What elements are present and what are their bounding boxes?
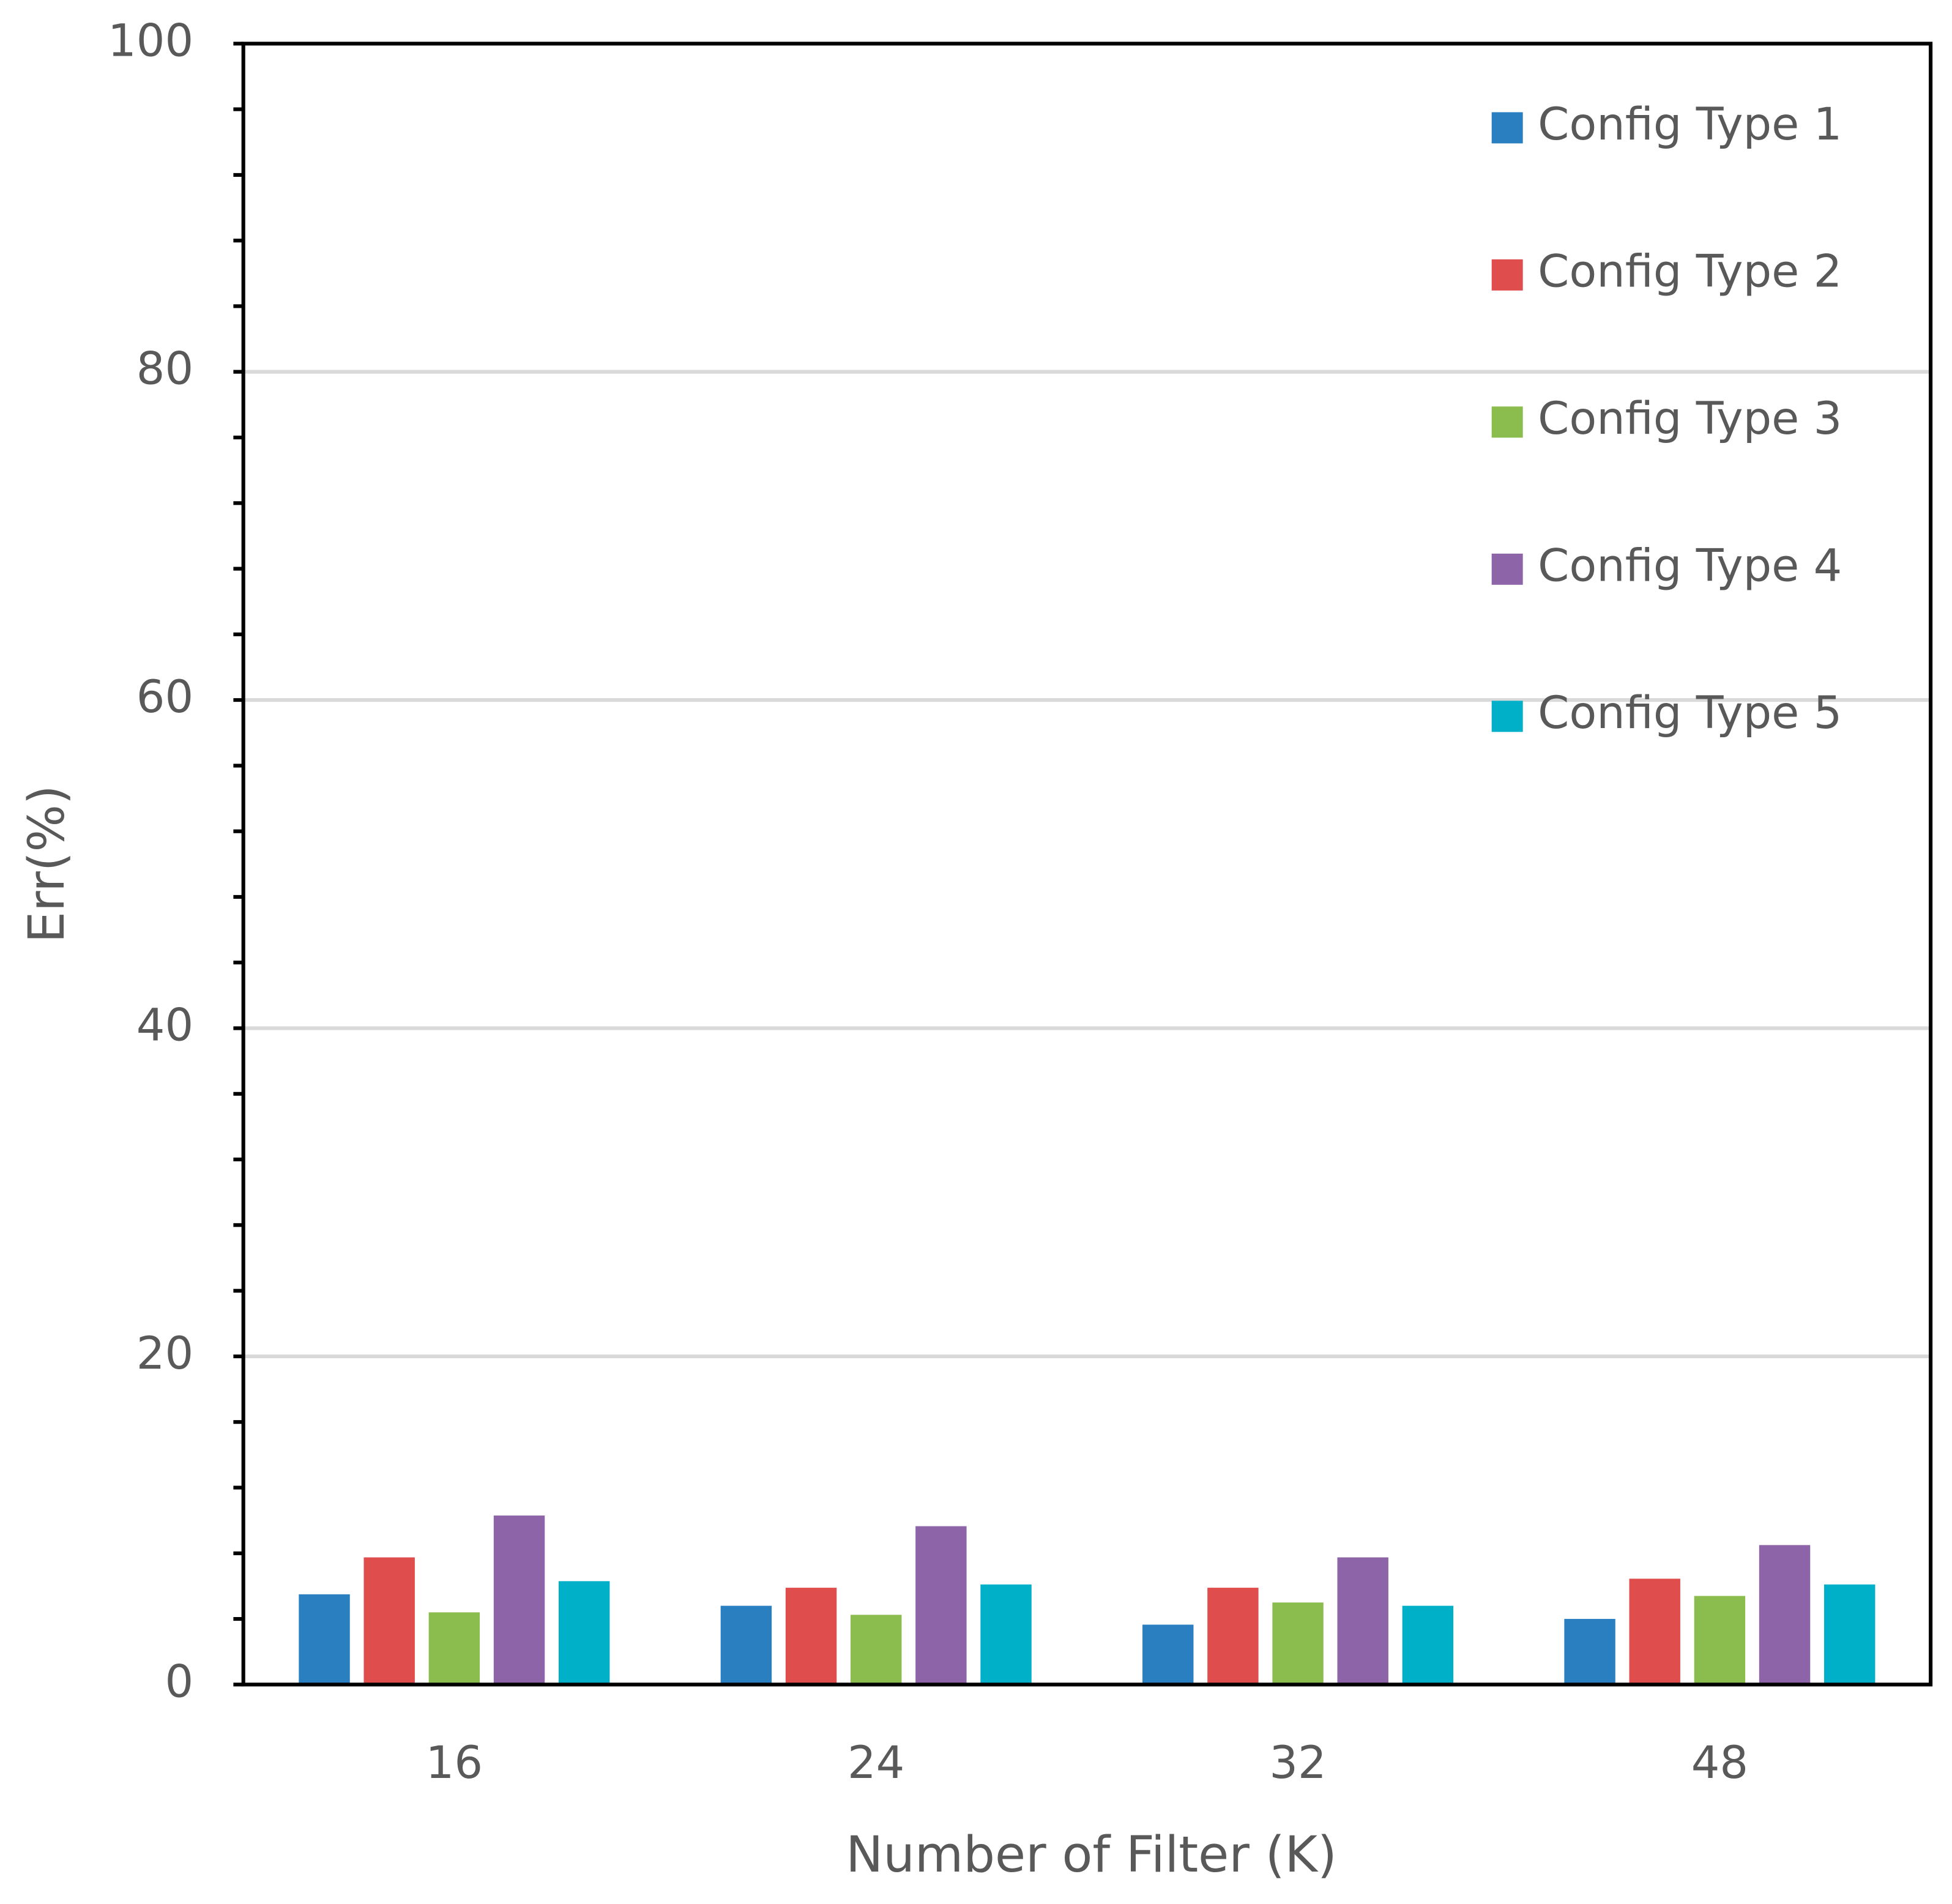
bar [428,1612,480,1685]
bar [851,1615,902,1685]
legend-swatch [1491,259,1523,291]
x-tick-label: 24 [847,1737,904,1789]
bar [1272,1602,1324,1685]
bar [1629,1579,1680,1685]
bar [1207,1588,1259,1685]
legend-label: Config Type 2 [1538,245,1842,297]
legend-label: Config Type 4 [1538,540,1842,592]
x-tick-label: 48 [1691,1737,1748,1789]
y-axis-title: Err(%) [18,785,76,943]
bar [363,1557,415,1685]
bar [785,1588,837,1685]
y-tick-label: 100 [108,15,193,67]
bar [1759,1545,1811,1685]
bar [1337,1557,1388,1685]
bar [493,1515,545,1685]
legend-swatch [1491,553,1523,585]
bar [1142,1624,1194,1685]
bar [1694,1596,1746,1685]
bar [1564,1619,1615,1685]
bar [915,1526,967,1685]
bar [720,1605,772,1685]
legend-label: Config Type 3 [1538,393,1842,445]
y-tick-label: 20 [136,1328,193,1380]
bar [980,1584,1032,1685]
bar [1824,1584,1876,1685]
x-axis-title: Number of Filter (K) [846,1826,1337,1884]
x-tick-label: 16 [426,1737,483,1789]
bar [299,1594,350,1685]
legend-swatch [1491,701,1523,732]
y-tick-label: 40 [136,1000,193,1052]
x-tick-label: 32 [1269,1737,1326,1789]
legend-swatch [1491,112,1523,144]
legend-swatch [1491,406,1523,438]
y-tick-label: 0 [165,1656,193,1708]
legend-label: Config Type 1 [1538,99,1842,151]
y-tick-label: 60 [136,671,193,723]
bar [1402,1605,1454,1685]
y-tick-label: 80 [136,343,193,395]
legend-label: Config Type 5 [1538,687,1842,739]
plot-frame [241,42,1933,1687]
bar [558,1581,610,1685]
